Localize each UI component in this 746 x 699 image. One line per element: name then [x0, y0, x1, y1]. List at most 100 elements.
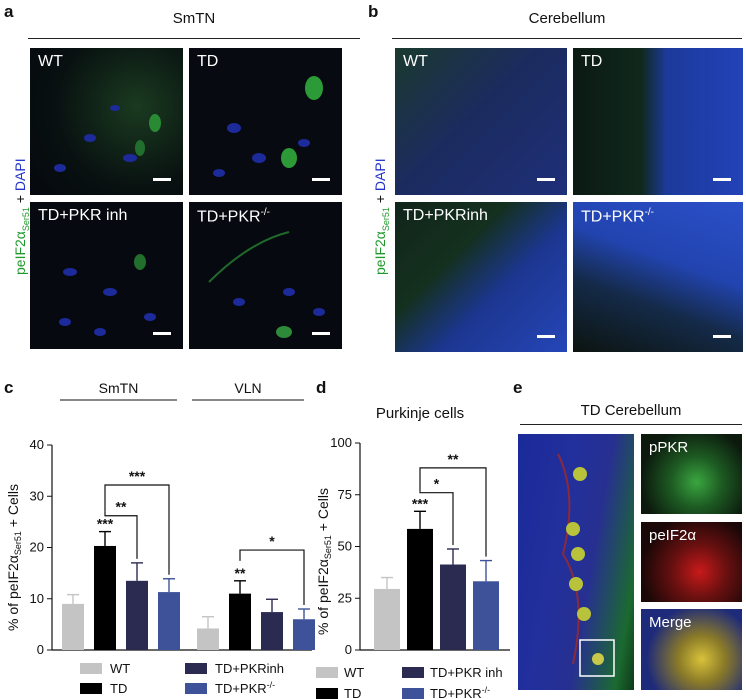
group-label: VLN	[234, 380, 261, 396]
panel-label-b: b	[368, 2, 379, 21]
bar	[197, 628, 219, 650]
bar	[374, 588, 400, 650]
significance-bracket	[104, 484, 170, 575]
panel-label-c: c	[4, 378, 14, 397]
legend-label: WT	[344, 665, 364, 680]
scale-bar	[153, 178, 171, 181]
y-tick-label: 100	[330, 435, 352, 450]
legend-label: TD	[110, 681, 127, 696]
panel-a-title: SmTN	[172, 10, 216, 27]
legend-swatch	[316, 688, 338, 699]
y-tick-label: 75	[338, 487, 352, 502]
bar	[62, 603, 84, 650]
micrograph-e-merge: Merge	[641, 609, 742, 690]
tile-b-pkrinh-label: TD+PKRinh	[403, 207, 488, 224]
bar	[407, 528, 433, 650]
micrograph-e-ppkr: pPKR	[641, 434, 742, 514]
group-label: SmTN	[99, 380, 139, 396]
significance-marker: **	[116, 499, 127, 515]
significance-bracket	[419, 467, 487, 557]
y-tick-label: 40	[30, 437, 44, 452]
bar	[261, 612, 283, 650]
micrograph-a-td-cells	[213, 76, 323, 177]
micrograph-e-cells	[557, 453, 615, 677]
micrograph-a-pkrinh: TD+PKR inh	[30, 202, 183, 349]
y-tick-label: 30	[30, 488, 44, 503]
panel-e-title: TD Cerebellum	[580, 402, 682, 419]
panel-b-rule	[392, 38, 742, 39]
legend-label: WT	[110, 661, 130, 676]
panel-a-rule	[28, 38, 360, 39]
inset-peif2a-label: peIF2α	[649, 527, 697, 544]
tile-b-wt-label: WT	[403, 53, 428, 70]
panel-b-title: Cerebellum	[528, 10, 606, 27]
micrograph-b-td: TD	[573, 48, 743, 195]
scale-bar	[153, 332, 171, 335]
bar	[440, 564, 466, 650]
y-tick-label: 20	[30, 540, 44, 555]
micrograph-a-td: TD	[189, 48, 342, 195]
micrograph-b-pkrinh: TD+PKRinh	[395, 202, 567, 352]
significance-bracket	[104, 511, 138, 559]
y-tick-label: 0	[37, 642, 44, 657]
scale-bar	[713, 178, 731, 181]
legend-swatch	[402, 688, 424, 699]
micrograph-a-wt-cells	[54, 105, 161, 172]
inset-merge-label: Merge	[649, 614, 692, 631]
panel-a-stain-label: peIF2αSer51 + DAPI	[12, 158, 31, 275]
bar	[94, 545, 116, 650]
legend-swatch	[402, 667, 424, 678]
significance-marker: ***	[129, 468, 146, 484]
scale-bar	[537, 335, 555, 338]
micrograph-b-wt: WT	[395, 48, 567, 195]
legend-label: TD+PKR-/-	[430, 685, 490, 699]
legend-swatch	[185, 683, 207, 694]
y-axis-label: % of peIF2αSer51 + Cells	[315, 488, 333, 635]
bar-chart-c: 0 10 20 30 40 % of peIF2αSer51 + Cells SmTN VLN…	[5, 380, 315, 696]
bar	[158, 592, 180, 650]
legend-swatch	[185, 663, 207, 674]
bar	[473, 581, 499, 650]
legend-swatch	[80, 683, 102, 694]
significance-bracket	[239, 549, 305, 605]
micrograph-a-pkrko-cells	[208, 231, 325, 338]
legend-label: TD+PKRinh	[215, 661, 284, 676]
panel-d-title: Purkinje cells	[375, 405, 465, 422]
tile-b-pkrko-label: TD+PKR-/-	[581, 207, 655, 226]
micrograph-a-pkrinh-cells	[59, 254, 156, 336]
legend-swatch	[316, 667, 338, 678]
significance-bracket	[419, 491, 454, 545]
bar	[126, 580, 148, 650]
micrograph-e-peif2a: peIF2α	[641, 522, 742, 602]
bar	[293, 619, 315, 650]
tile-b-td-label: TD	[581, 53, 603, 70]
scale-bar	[312, 178, 330, 181]
legend-label: TD+PKR-/-	[215, 680, 275, 696]
inset-ppkr-label: pPKR	[649, 439, 689, 456]
y-axis-label: % of peIF2αSer51 + Cells	[5, 484, 23, 631]
tile-a-pkrinh-label: TD+PKR inh	[38, 207, 128, 224]
micrograph-e-merge-large	[518, 434, 634, 690]
significance-marker: *	[434, 476, 440, 492]
y-tick-label: 50	[338, 539, 352, 554]
tile-a-pkrko-label: TD+PKR-/-	[197, 207, 271, 226]
significance-marker: ***	[97, 516, 114, 532]
significance-marker: ***	[412, 495, 429, 511]
panel-e-rule	[520, 424, 742, 425]
legend-label: TD	[344, 686, 361, 699]
y-tick-label: 25	[338, 590, 352, 605]
significance-marker: **	[235, 565, 246, 581]
panel-label-e: e	[513, 378, 523, 397]
scale-bar	[713, 335, 731, 338]
tile-a-td-label: TD	[197, 53, 219, 70]
significance-marker: *	[269, 533, 275, 549]
y-tick-label: 10	[30, 591, 44, 606]
panel-b-stain-label: peIF2αSer51 + DAPI	[372, 158, 391, 275]
significance-marker: **	[448, 451, 459, 467]
panel-label-a: a	[4, 2, 14, 21]
micrograph-a-pkrko: TD+PKR-/-	[189, 202, 342, 349]
tile-a-wt-label: WT	[38, 53, 63, 70]
scale-bar	[537, 178, 555, 181]
micrograph-a-wt: WT	[30, 48, 183, 195]
